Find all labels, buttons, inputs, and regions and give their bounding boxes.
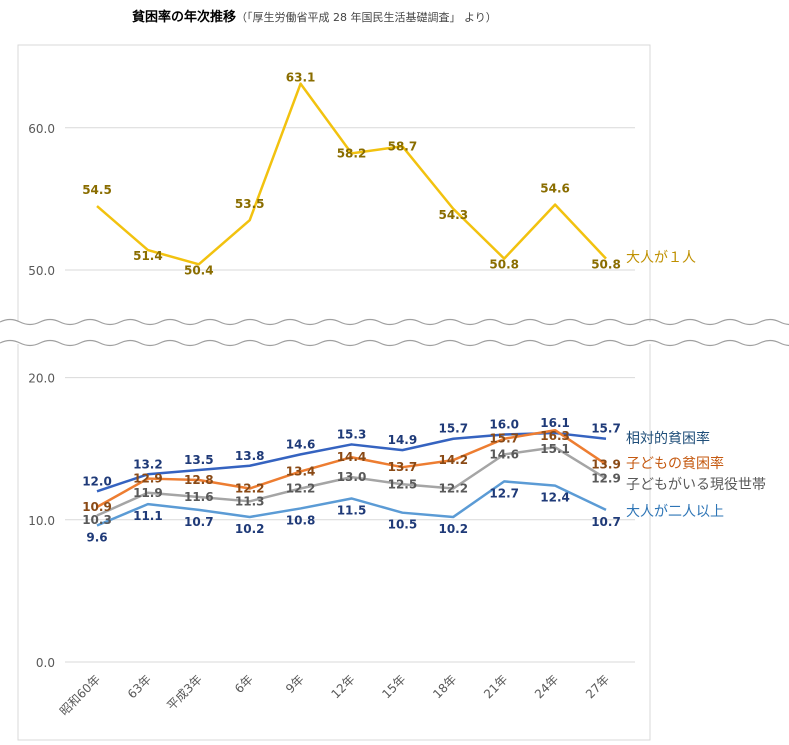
data-label: 12.0	[82, 474, 112, 488]
x-tick-label: 6年	[232, 672, 256, 696]
data-label: 54.6	[540, 182, 570, 196]
series-line	[96, 428, 607, 509]
data-label: 16.3	[540, 429, 570, 443]
axis-break-line	[0, 339, 789, 347]
data-label: 10.7	[184, 515, 214, 529]
legend-label: 大人が二人以上	[626, 504, 724, 520]
y-tick-label: 20.0	[28, 372, 55, 386]
data-label: 13.8	[235, 449, 265, 463]
data-label: 54.3	[438, 208, 468, 222]
data-label: 58.7	[388, 139, 418, 153]
data-label: 12.9	[133, 472, 163, 486]
data-label: 13.7	[388, 460, 418, 474]
data-label: 15.7	[489, 432, 519, 446]
x-tick-label: 21年	[481, 672, 510, 701]
data-label: 15.7	[438, 422, 468, 436]
chart-title: 貧困率の年次推移	[132, 10, 237, 25]
x-tick-label: 27年	[583, 672, 612, 701]
data-label: 11.3	[235, 495, 265, 509]
data-label: 13.2	[133, 457, 163, 471]
x-tick-label: 9年	[283, 672, 307, 696]
x-tick-label: 24年	[532, 672, 561, 701]
x-tick-label: 18年	[430, 672, 459, 701]
x-tick-label: 昭和60年	[57, 672, 103, 718]
data-label: 10.8	[286, 513, 316, 527]
data-label: 11.6	[184, 490, 214, 504]
data-label: 10.2	[235, 522, 265, 536]
data-label: 9.6	[86, 530, 107, 544]
data-label: 10.9	[82, 500, 112, 514]
data-label: 12.2	[286, 482, 316, 496]
legend-label: 大人が１人	[626, 250, 696, 266]
data-label: 14.2	[438, 453, 468, 467]
legend-label: 子どもの貧困率	[626, 455, 724, 472]
data-label: 12.8	[184, 473, 214, 487]
data-label: 11.1	[133, 509, 163, 523]
data-label: 54.5	[82, 183, 112, 197]
data-label: 50.4	[184, 263, 214, 277]
data-label: 10.3	[82, 513, 112, 527]
data-label: 51.4	[133, 249, 163, 263]
data-label: 50.8	[591, 258, 621, 272]
x-tick-label: 63年	[125, 672, 154, 701]
data-label: 14.9	[388, 433, 418, 447]
chart-title-block: 貧困率の年次推移（「厚生労働省平成 28 年国民生活基礎調査」 より）	[132, 6, 497, 25]
data-label: 12.9	[591, 472, 621, 486]
data-label: 15.7	[591, 422, 621, 436]
data-label: 58.2	[337, 146, 367, 160]
legend-label: 子どもがいる現役世帯	[626, 477, 766, 493]
data-label: 50.8	[489, 258, 519, 272]
data-label: 10.5	[388, 518, 418, 532]
data-label: 63.1	[286, 71, 316, 85]
data-label: 13.4	[286, 464, 316, 478]
data-label: 14.4	[337, 450, 367, 464]
data-label: 12.5	[388, 477, 418, 491]
data-label: 12.7	[489, 486, 519, 500]
data-label: 12.4	[540, 491, 570, 505]
y-tick-label: 0.0	[36, 656, 55, 670]
data-label: 16.1	[540, 416, 570, 430]
data-label: 10.2	[438, 522, 468, 536]
data-label: 13.5	[184, 453, 214, 467]
data-label: 10.7	[591, 515, 621, 529]
data-label: 13.0	[337, 470, 367, 484]
series-line	[96, 82, 607, 266]
series-line	[96, 431, 607, 493]
chart-subtitle: （「厚生労働省平成 28 年国民生活基礎調査」 より）	[236, 11, 497, 24]
data-label: 16.0	[489, 417, 519, 431]
axis-break-line	[0, 318, 789, 326]
data-label: 53.5	[235, 197, 265, 211]
axis-break-band	[0, 322, 789, 344]
series-line	[96, 446, 607, 517]
data-label: 14.6	[489, 447, 519, 461]
legend-label: 相対的貧困率	[626, 430, 710, 447]
data-label: 15.3	[337, 427, 367, 441]
y-tick-label: 50.0	[28, 264, 55, 278]
data-label: 14.6	[286, 437, 316, 451]
y-tick-label: 10.0	[28, 514, 55, 528]
x-tick-label: 平成3年	[164, 672, 205, 713]
data-label: 11.9	[133, 486, 163, 500]
data-label: 12.2	[438, 482, 468, 496]
chart-frame	[17, 44, 651, 741]
data-label: 15.1	[540, 442, 570, 456]
series-line	[96, 480, 607, 527]
x-tick-label: 15年	[379, 672, 408, 701]
data-label: 12.2	[235, 482, 265, 496]
x-tick-label: 12年	[328, 672, 357, 701]
data-label: 11.5	[337, 503, 367, 517]
y-tick-label: 60.0	[28, 122, 55, 136]
data-label: 13.9	[591, 457, 621, 471]
